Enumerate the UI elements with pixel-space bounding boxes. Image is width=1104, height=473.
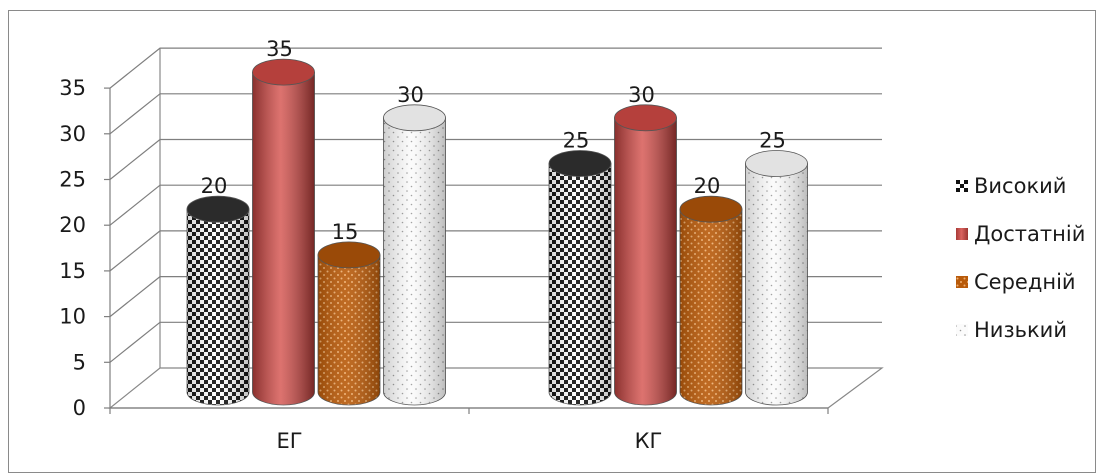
bar-shading <box>252 72 315 405</box>
bar <box>548 150 612 406</box>
gridline <box>109 93 882 135</box>
bar-shading <box>187 209 249 405</box>
bar <box>252 58 315 406</box>
bar-top <box>679 195 743 223</box>
gridline <box>109 47 882 89</box>
data-label: 30 <box>628 83 655 107</box>
bar-top <box>186 195 250 223</box>
bar <box>186 195 250 406</box>
y-tick-label: 20 <box>59 213 86 237</box>
bar-shading <box>680 209 742 405</box>
bar-top <box>383 104 446 132</box>
bar-top <box>548 150 612 177</box>
bar-top <box>252 58 315 86</box>
y-tick-label: 35 <box>59 76 86 100</box>
y-tick-label: 15 <box>59 259 86 283</box>
bar-shading <box>549 163 611 405</box>
x-category-label: КГ <box>635 429 663 453</box>
bar <box>383 104 446 406</box>
bar <box>679 195 743 406</box>
data-label: 20 <box>201 174 228 198</box>
bar-shading <box>745 163 808 405</box>
data-label: 20 <box>694 174 721 198</box>
bar-top <box>745 150 808 177</box>
data-label: 25 <box>563 129 590 153</box>
legend-swatch <box>956 180 968 192</box>
y-tick-label: 25 <box>59 168 86 192</box>
bar-top <box>317 241 381 269</box>
legend-label: Низький <box>974 318 1067 342</box>
bar-shading <box>383 117 446 406</box>
legend-label: Високий <box>974 174 1066 198</box>
legend-swatch <box>956 324 968 336</box>
bar <box>745 150 808 406</box>
legend-label: Середній <box>974 270 1076 294</box>
y-tick-label: 10 <box>59 305 86 329</box>
y-tick-label: 0 <box>73 396 86 420</box>
data-label: 15 <box>332 220 359 244</box>
legend-swatch <box>956 276 968 288</box>
y-tick-label: 5 <box>73 350 86 374</box>
y-tick-label: 30 <box>59 122 86 146</box>
legend-swatch <box>956 228 968 240</box>
bar <box>614 104 677 406</box>
bar-shading <box>614 117 677 406</box>
bar <box>317 241 381 406</box>
data-label: 35 <box>266 37 293 61</box>
bar-shading <box>318 254 380 405</box>
legend-label: Достатній <box>974 222 1085 246</box>
bar-top <box>614 104 677 132</box>
x-category-label: ЕГ <box>276 429 302 453</box>
data-label: 25 <box>759 129 786 153</box>
data-label: 30 <box>397 83 424 107</box>
